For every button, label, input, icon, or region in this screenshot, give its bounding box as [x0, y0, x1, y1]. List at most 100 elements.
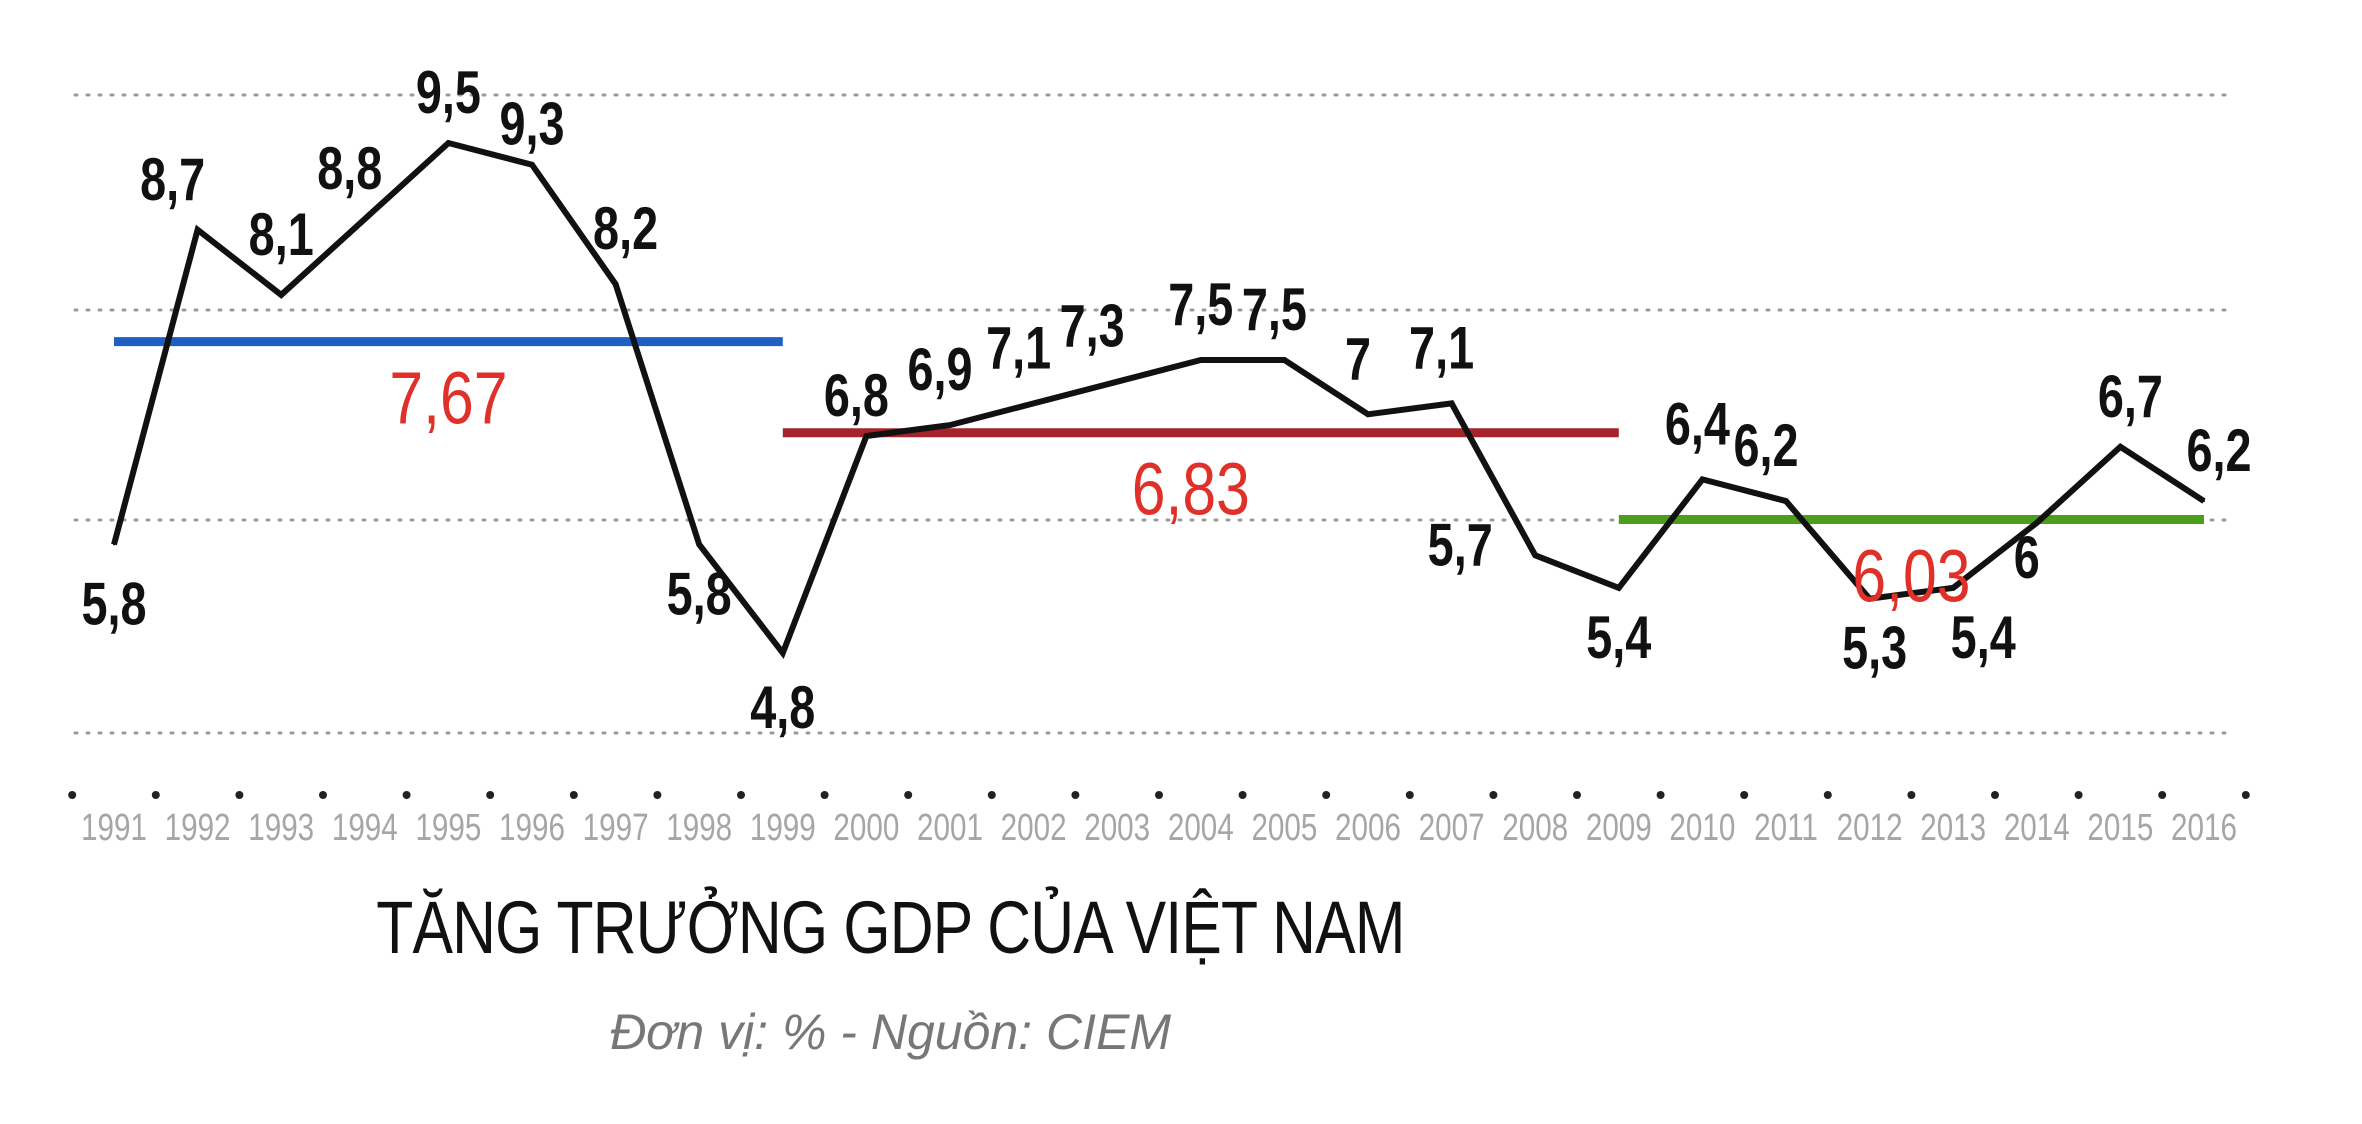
- x-axis-label: 2010: [1669, 807, 1735, 849]
- x-tick: [1823, 791, 1832, 799]
- data-label: 6,7: [2098, 363, 2163, 430]
- data-point: [1367, 413, 1369, 416]
- data-label: 7,5: [1242, 276, 1307, 343]
- x-axis-label: 2014: [2004, 807, 2070, 849]
- data-label: 5,7: [1428, 512, 1493, 579]
- x-tick: [653, 791, 662, 799]
- x-tick: [1573, 791, 1581, 799]
- x-axis-label: 1994: [332, 807, 398, 849]
- data-point: [1868, 597, 1871, 600]
- x-tick: [1991, 791, 1999, 799]
- data-point: [196, 228, 199, 231]
- data-label: 7: [1345, 326, 1371, 393]
- data-label: 8,7: [140, 146, 205, 213]
- data-point: [698, 543, 701, 546]
- data-label: 7,5: [1168, 271, 1233, 338]
- data-label: 5,8: [81, 571, 146, 638]
- data-point: [531, 163, 533, 166]
- x-axis-label: 2007: [1419, 807, 1485, 849]
- data-label: 6,2: [2186, 418, 2251, 485]
- x-axis-label: 1993: [248, 807, 314, 849]
- data-point: [1032, 402, 1035, 405]
- average-label: 6,03: [1852, 536, 1970, 618]
- x-axis-label: 2012: [1837, 807, 1903, 849]
- x-axis-label: 2000: [833, 807, 899, 849]
- data-point: [1617, 586, 1620, 589]
- chart-subtitle: Đơn vị: % - Nguồn: CIEM: [610, 1004, 1171, 1060]
- x-axis-label: 1991: [81, 807, 147, 849]
- data-point: [1450, 402, 1453, 405]
- data-point: [2203, 500, 2205, 503]
- x-tick: [987, 791, 996, 799]
- data-point: [1952, 586, 1955, 589]
- x-tick: [820, 791, 829, 799]
- x-tick: [486, 791, 495, 799]
- x-tick: [1656, 791, 1665, 799]
- x-tick: [2241, 791, 2250, 799]
- x-axis-label: 1998: [666, 807, 732, 849]
- x-axis-label: 1997: [583, 807, 649, 849]
- x-tick: [1740, 791, 1749, 799]
- data-point: [2035, 521, 2038, 524]
- chart-title: TĂNG TRƯỞNG GDP CỦA VIỆT NAM: [376, 886, 1405, 969]
- x-tick: [1907, 791, 1916, 799]
- average-label: 6,83: [1132, 449, 1250, 531]
- x-tick: [1155, 791, 1163, 799]
- x-axis-label: 2002: [1001, 807, 1067, 849]
- data-point: [447, 142, 450, 144]
- data-point: [865, 434, 868, 437]
- data-point: [1534, 554, 1537, 557]
- x-tick: [1489, 791, 1498, 799]
- data-point: [1199, 359, 1202, 362]
- data-label: 8,8: [317, 135, 382, 202]
- x-axis-label: 1996: [499, 807, 565, 849]
- x-axis-labels: 1991 1992 1993 1994 1995 1996 1997 1998 1999 2000…: [81, 807, 2237, 849]
- x-tick: [235, 791, 244, 799]
- x-tick: [1238, 791, 1247, 799]
- x-tick: [2074, 791, 2083, 799]
- x-tick: [904, 791, 913, 799]
- data-label: 9,3: [499, 91, 564, 158]
- gdp-growth-chart: 5,8 8,7 8,18,8 9,5 9,3 8,2 5,8 4,8 6,8 6,9 7,1 7,3 7…: [68, 59, 2252, 849]
- data-point: [363, 217, 366, 220]
- average-labels: 7,67 6,83 6,03: [389, 358, 1970, 618]
- x-tick: [1405, 791, 1414, 799]
- x-axis-label: 2008: [1502, 807, 1568, 849]
- x-axis-label: 2015: [2087, 807, 2153, 849]
- x-axis-label: 2003: [1084, 807, 1150, 849]
- data-label: 8,1: [249, 201, 314, 268]
- data-label: 6,4: [1665, 391, 1730, 458]
- data-point: [113, 543, 115, 546]
- data-label: 4,8: [750, 674, 815, 741]
- gridlines: [73, 93, 2232, 735]
- data-point: [781, 652, 784, 654]
- data-point: [1283, 359, 1286, 362]
- data-point: [614, 283, 617, 286]
- x-axis-label: 2006: [1335, 807, 1401, 849]
- x-tick: [569, 791, 578, 799]
- data-label: 5,4: [1586, 604, 1651, 671]
- x-tick: [2158, 791, 2167, 799]
- data-label: 7,3: [1060, 293, 1125, 360]
- x-tick: [1322, 791, 1331, 799]
- data-label: 8,2: [593, 196, 658, 263]
- data-label: 6,9: [907, 337, 972, 404]
- x-axis-label: 2013: [1920, 807, 1986, 849]
- x-axis-ticks: [68, 791, 2250, 799]
- gdp-series: [111, 139, 2206, 660]
- x-axis-label: 2009: [1586, 807, 1652, 849]
- x-tick: [737, 791, 745, 799]
- series-line: [111, 139, 2206, 660]
- x-tick: [1071, 791, 1080, 799]
- data-label: 5,3: [1842, 615, 1907, 682]
- data-label: 5,8: [667, 561, 732, 628]
- x-tick: [68, 791, 77, 799]
- data-label: 6,2: [1733, 413, 1798, 480]
- data-label: 9,5: [416, 59, 481, 126]
- data-label: 6,8: [824, 362, 889, 429]
- data-point: [1701, 478, 1704, 481]
- x-axis-label: 2004: [1168, 807, 1234, 849]
- average-lines: [114, 337, 2204, 525]
- data-label: 5,4: [1951, 604, 2016, 671]
- data-label: 7,1: [986, 315, 1051, 382]
